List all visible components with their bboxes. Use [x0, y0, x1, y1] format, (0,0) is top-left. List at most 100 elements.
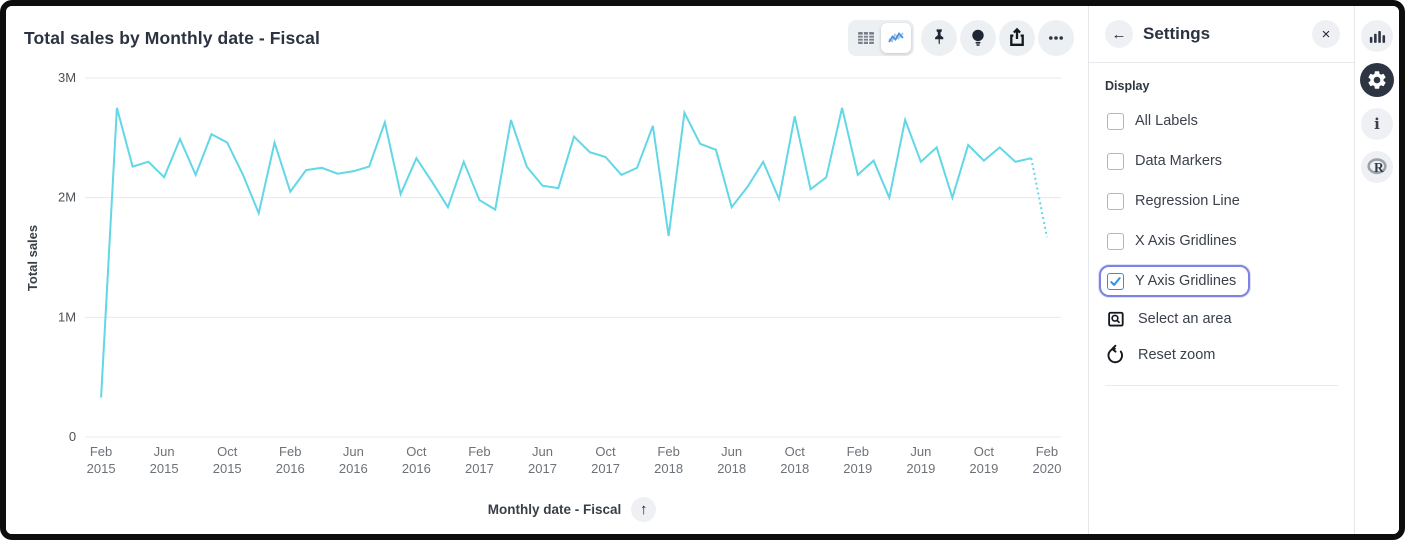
svg-text:Feb: Feb [90, 444, 112, 459]
toolbar [848, 20, 1074, 56]
settings-header: ← Settings × [1089, 6, 1354, 63]
display-checkbox-list: All Labels Data Markers Regression Line … [1099, 105, 1338, 297]
share-icon [1010, 27, 1024, 46]
close-icon: × [1321, 25, 1331, 43]
bar-chart-icon [1369, 30, 1386, 43]
arrow-left-icon: ← [1111, 25, 1127, 43]
display-option-row[interactable]: All Labels [1099, 105, 1212, 137]
checkmark-icon [1110, 276, 1121, 286]
svg-text:Feb: Feb [468, 444, 490, 459]
visualization-button[interactable] [1361, 20, 1393, 52]
close-button[interactable]: × [1312, 20, 1340, 48]
svg-text:2018: 2018 [717, 461, 746, 476]
arrow-up-icon: ↑ [640, 501, 648, 518]
settings-rail-button[interactable] [1360, 63, 1394, 97]
svg-text:Feb: Feb [279, 444, 301, 459]
svg-text:3M: 3M [58, 70, 76, 85]
reset-zoom-label: Reset zoom [1138, 347, 1216, 363]
svg-text:Oct: Oct [595, 444, 616, 459]
svg-text:2017: 2017 [591, 461, 620, 476]
table-view-button[interactable] [851, 23, 881, 53]
sales-line-chart[interactable]: 0 1M 2M 3M Feb 2015 Jun 2015 Oct 2015 Feb 2016 Jun 20… [6, 6, 1088, 534]
svg-text:Total sales: Total sales [25, 225, 40, 291]
reset-zoom-row[interactable]: Reset zoom [1105, 341, 1215, 369]
pin-icon [935, 29, 944, 45]
chart-view-button[interactable] [881, 23, 911, 53]
table-view-icon [858, 32, 874, 44]
svg-text:Feb: Feb [657, 444, 679, 459]
svg-text:Feb: Feb [847, 444, 869, 459]
svg-text:Oct: Oct [974, 444, 995, 459]
select-area-icon [1108, 311, 1124, 327]
settings-body: Display All Labels Data Markers Regressi… [1089, 63, 1354, 386]
svg-text:0: 0 [69, 429, 76, 444]
more-options-button[interactable] [1038, 20, 1074, 56]
svg-text:Jun: Jun [532, 444, 553, 459]
display-option-row[interactable]: X Axis Gridlines [1099, 225, 1251, 257]
line-chart-view-icon [888, 31, 904, 43]
info-icon: i [1374, 115, 1380, 133]
settings-title: Settings [1143, 24, 1211, 43]
checkbox-label: X Axis Gridlines [1135, 233, 1237, 249]
x-axis-title: Monthly date - Fiscal [487, 502, 622, 517]
svg-text:2015: 2015 [213, 461, 242, 476]
svg-text:2018: 2018 [654, 461, 683, 476]
svg-text:Jun: Jun [343, 444, 364, 459]
viz-toggle [848, 20, 914, 56]
r-logo-icon: R [1367, 158, 1387, 175]
svg-text:2019: 2019 [969, 461, 998, 476]
chart-card: Total sales by Monthly date - Fiscal [6, 6, 1088, 534]
svg-text:1M: 1M [58, 309, 76, 324]
checkbox[interactable] [1107, 152, 1124, 170]
pin-button[interactable] [921, 20, 957, 56]
gear-icon [1368, 71, 1386, 89]
svg-text:Oct: Oct [785, 444, 806, 459]
svg-text:Oct: Oct [217, 444, 238, 459]
svg-text:Jun: Jun [154, 444, 175, 459]
checkbox[interactable] [1107, 192, 1124, 210]
display-option-row[interactable]: Regression Line [1099, 185, 1254, 217]
checkbox[interactable] [1107, 232, 1124, 250]
x-axis-title-row: Monthly date - Fiscal ↑ [31, 497, 1113, 522]
select-area-row[interactable]: Select an area [1105, 305, 1232, 333]
r-script-button[interactable]: R [1361, 151, 1393, 183]
display-section-label: Display [1105, 79, 1150, 93]
settings-panel: ← Settings × Display All Labels Data Mar… [1088, 6, 1354, 534]
svg-text:2020: 2020 [1032, 461, 1061, 476]
svg-text:2016: 2016 [339, 461, 368, 476]
x-axis-arrow-button[interactable]: ↑ [631, 497, 657, 522]
back-button[interactable]: ← [1105, 20, 1133, 48]
svg-text:2016: 2016 [276, 461, 305, 476]
info-button[interactable]: i [1361, 108, 1393, 140]
svg-text:2019: 2019 [906, 461, 935, 476]
svg-text:2016: 2016 [402, 461, 431, 476]
svg-text:Jun: Jun [721, 444, 742, 459]
svg-text:2017: 2017 [465, 461, 494, 476]
svg-text:2017: 2017 [528, 461, 557, 476]
select-area-label: Select an area [1138, 311, 1232, 327]
svg-text:R: R [1374, 160, 1384, 175]
settings-divider [1105, 385, 1338, 386]
display-option-row[interactable]: Y Axis Gridlines [1099, 265, 1251, 297]
icon-rail: i R [1354, 6, 1399, 534]
checkbox[interactable] [1107, 272, 1124, 290]
share-button[interactable] [999, 20, 1035, 56]
checkbox[interactable] [1107, 112, 1124, 130]
checkbox-label: Data Markers [1135, 153, 1223, 169]
page-title: Total sales by Monthly date - Fiscal [24, 28, 320, 48]
svg-text:Oct: Oct [406, 444, 427, 459]
svg-text:2015: 2015 [87, 461, 116, 476]
svg-text:Jun: Jun [910, 444, 931, 459]
checkbox-label: All Labels [1135, 113, 1198, 129]
svg-text:Feb: Feb [1036, 444, 1058, 459]
svg-text:2015: 2015 [150, 461, 179, 476]
svg-text:2019: 2019 [843, 461, 872, 476]
display-option-row[interactable]: Data Markers [1099, 145, 1236, 177]
svg-text:2M: 2M [58, 190, 76, 205]
insights-button[interactable] [960, 20, 996, 56]
reset-zoom-icon [1107, 344, 1123, 364]
svg-text:2018: 2018 [780, 461, 809, 476]
checkbox-label: Regression Line [1135, 193, 1240, 209]
ellipsis-icon [1049, 36, 1063, 40]
